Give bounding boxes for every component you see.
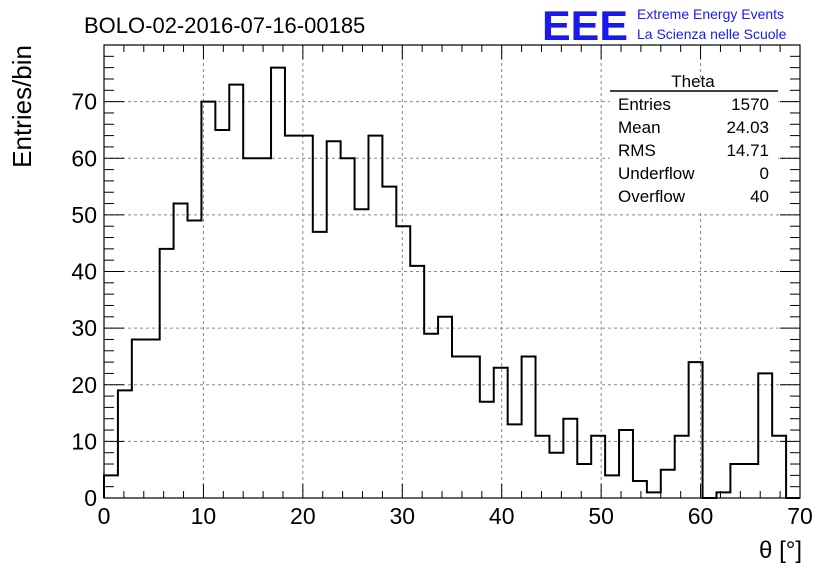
histogram-bin (758, 373, 772, 498)
y-tick-label: 50 (71, 202, 97, 228)
stats-box-title: Theta (671, 72, 715, 91)
histogram-bin (396, 226, 410, 498)
y-tick-label: 20 (71, 372, 97, 398)
histogram-bin (188, 221, 202, 498)
logo-mark: EEE (542, 2, 628, 49)
x-tick-label: 40 (489, 503, 515, 529)
histogram-bin (730, 464, 744, 498)
histogram-bin (522, 356, 536, 498)
x-tick-label: 10 (191, 503, 217, 529)
histogram-bin (536, 436, 550, 498)
stats-box-rows: Entries 1570 Mean 24.03 RMS 14.71 Underflow 0 Ov… (618, 95, 769, 206)
histogram-bin (744, 464, 758, 498)
stats-box: Theta Entries 1570 Mean 24.03 RMS 14.71 Underf… (610, 72, 778, 210)
histogram-bin (480, 402, 494, 498)
y-tick-label: 10 (71, 428, 97, 454)
histogram-bin (633, 481, 647, 498)
histogram-bin (438, 317, 452, 498)
histogram-bin (174, 204, 188, 498)
histogram-bin (285, 136, 299, 498)
histogram-bin (327, 141, 341, 498)
stats-row-label: Mean (618, 118, 661, 137)
x-axis-label: θ [°] (759, 537, 802, 564)
histogram-bin (605, 475, 619, 498)
y-tick-label: 70 (71, 89, 97, 115)
histogram-bin (619, 430, 633, 498)
histogram-bin (118, 390, 132, 498)
histogram-bin (661, 470, 675, 498)
stats-row-label: Overflow (618, 187, 686, 206)
histogram-bin (271, 68, 285, 498)
stats-row-value: 40 (750, 187, 769, 206)
histogram-bin (424, 334, 438, 498)
stats-row-label: Entries (618, 95, 671, 114)
stats-row-label: Underflow (618, 164, 695, 183)
y-tick-label: 40 (71, 259, 97, 285)
histogram-bin (494, 368, 508, 498)
histogram-bin (675, 436, 689, 498)
y-tick-labels: 0 10 20 30 40 50 60 70 (71, 89, 97, 511)
histogram-bin (132, 339, 146, 498)
x-tick-label: 60 (688, 503, 714, 529)
histogram-bin (466, 356, 480, 498)
x-tick-labels: 0 10 20 30 40 50 60 70 (98, 503, 813, 529)
histogram-bin (382, 187, 396, 498)
stats-row-value: 1570 (731, 95, 769, 114)
histogram-bin (146, 339, 160, 498)
x-tick-label: 20 (290, 503, 316, 529)
histogram-bin (410, 266, 424, 498)
stats-row-value: 0 (760, 164, 769, 183)
histogram-bin (508, 424, 522, 498)
x-tick-label: 50 (588, 503, 614, 529)
x-tick-label: 0 (98, 503, 111, 529)
histogram-bin (368, 136, 382, 498)
histogram-bin (591, 436, 605, 498)
eee-logo: EEE Extreme Energy Events La Scienza nel… (542, 2, 787, 49)
histogram-bin (229, 85, 243, 498)
x-tick-label: 70 (787, 503, 813, 529)
y-tick-label: 30 (71, 315, 97, 341)
histogram-bin (772, 436, 786, 498)
x-tick-label: 30 (389, 503, 415, 529)
histogram-bin (355, 209, 369, 498)
histogram-bin (160, 249, 174, 498)
axis-ticks (103, 44, 801, 499)
logo-line-2: La Scienza nelle Scuole (637, 26, 787, 42)
histogram-bin (563, 419, 577, 498)
logo-line-1: Extreme Energy Events (637, 6, 784, 22)
chart-title: BOLO-02-2016-07-16-00185 (84, 13, 365, 38)
histogram-bin (215, 130, 229, 498)
histogram-outline (103, 66, 800, 499)
y-axis-label: Entries/bin (7, 45, 37, 168)
stats-row-value: 14.71 (726, 141, 769, 160)
stats-row-value: 24.03 (726, 118, 769, 137)
y-tick-label: 60 (71, 145, 97, 171)
stats-row-label: RMS (618, 141, 656, 160)
histogram-bin (577, 464, 591, 498)
stats-box-background (610, 82, 778, 210)
y-tick-label: 0 (84, 485, 97, 511)
histogram-bin (299, 136, 313, 498)
histogram-bin (452, 356, 466, 498)
